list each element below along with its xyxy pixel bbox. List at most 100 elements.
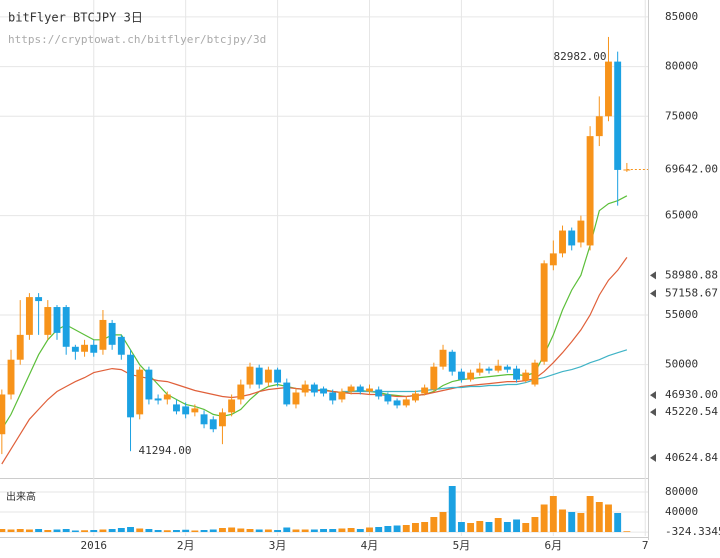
volume-bar xyxy=(476,521,484,532)
candle-body xyxy=(35,297,43,302)
x-tick-label: 5月 xyxy=(453,539,471,552)
grid xyxy=(0,0,648,536)
x-tick-label: 7 xyxy=(642,539,649,552)
price-marker-label: 58980.88 xyxy=(665,268,718,281)
extreme-label: 41294.00 xyxy=(139,444,192,457)
volume-bar xyxy=(568,512,576,532)
y-tick-label: 50000 xyxy=(665,358,698,371)
volume-bar xyxy=(513,519,521,532)
candle-body xyxy=(568,230,576,246)
volume-bar xyxy=(366,527,373,532)
volume-bar xyxy=(191,530,199,532)
volume-bar xyxy=(182,529,190,532)
candle-body xyxy=(513,368,521,380)
volume-bar xyxy=(0,529,6,532)
volume-bar xyxy=(7,529,15,532)
candle-body xyxy=(531,362,539,385)
volume-tick-label: 40000 xyxy=(665,505,698,518)
candle-body xyxy=(476,368,484,373)
volume-bar xyxy=(255,529,263,532)
volume-bar xyxy=(71,530,79,532)
candle-body xyxy=(182,406,190,415)
candle-body xyxy=(209,419,217,430)
volume-bar xyxy=(485,522,493,532)
candles xyxy=(0,36,631,532)
y-tick-label: 85000 xyxy=(665,10,698,23)
volume-tick-label: -324.33456 xyxy=(665,525,720,538)
candle-body xyxy=(540,263,548,362)
candle-body xyxy=(99,319,107,350)
candle-body xyxy=(485,368,493,371)
volume-bar xyxy=(356,529,364,532)
volume-bar xyxy=(540,504,548,532)
volume-bar xyxy=(577,513,585,532)
y-tick-label: 75000 xyxy=(665,109,698,122)
candle-body xyxy=(338,391,346,400)
candle-body xyxy=(320,388,327,394)
volume-bar xyxy=(35,529,43,532)
volume-bar xyxy=(439,512,447,532)
candle-body xyxy=(421,387,429,394)
candle-body xyxy=(218,412,226,427)
volume-bar xyxy=(623,531,631,532)
candle-body xyxy=(228,399,236,413)
candle-body xyxy=(81,344,89,352)
candle-body xyxy=(7,359,15,395)
volume-bar xyxy=(136,528,144,532)
x-tick-label: 2月 xyxy=(177,539,195,552)
volume-bar xyxy=(292,529,300,532)
candle-body xyxy=(356,386,364,392)
candle-body xyxy=(439,349,447,367)
candle-body xyxy=(283,382,291,405)
volume-bar xyxy=(310,529,318,532)
volume-bar xyxy=(99,529,107,532)
x-tick-label: 2016 xyxy=(81,539,108,552)
price-marker xyxy=(650,271,656,280)
candle-body xyxy=(577,220,585,243)
volume-bar xyxy=(329,529,337,532)
volume-bar xyxy=(586,496,594,532)
y-tick-label: 65000 xyxy=(665,209,698,222)
volume-bar xyxy=(264,529,272,532)
volume-bar xyxy=(62,529,70,532)
volume-bar xyxy=(347,528,355,532)
volume-bar xyxy=(16,529,24,532)
volume-bar xyxy=(173,530,180,532)
volume-bar xyxy=(163,530,171,532)
candle-body xyxy=(457,371,465,380)
candle-body xyxy=(200,414,208,425)
volume-bar xyxy=(246,529,254,532)
candle-body xyxy=(448,351,456,372)
volume-bar xyxy=(384,526,392,532)
candle-body xyxy=(605,61,612,117)
volume-bar xyxy=(605,504,612,532)
candle-body xyxy=(62,307,70,347)
price-marker xyxy=(650,391,656,400)
volume-bar xyxy=(338,528,346,532)
chart-title: bitFlyer BTCJPY 3日 xyxy=(8,11,143,25)
candle-body xyxy=(255,367,263,385)
volume-bar xyxy=(595,502,603,532)
candle-body xyxy=(595,116,603,137)
volume-bar xyxy=(228,527,236,532)
volume-bar xyxy=(531,517,539,532)
price-marker xyxy=(650,453,656,462)
candle-body xyxy=(71,346,79,352)
volume-bar xyxy=(145,529,153,532)
candle-body xyxy=(127,354,134,418)
volume-bar xyxy=(127,527,134,532)
x-tick-label: 6月 xyxy=(545,539,563,552)
candle-body xyxy=(467,372,475,380)
candle-body xyxy=(53,307,61,333)
extreme-label: 82982.00 xyxy=(553,50,606,63)
volume-bar xyxy=(522,523,530,532)
volume-bar xyxy=(154,530,162,532)
volume-bar xyxy=(467,523,475,532)
price-marker-label: 40624.84 xyxy=(665,451,718,464)
volume-bar xyxy=(200,530,208,532)
volume-bar xyxy=(494,518,502,532)
candle-body xyxy=(264,369,272,383)
price-marker xyxy=(650,408,656,417)
last-price-label: 69642.00 xyxy=(665,162,718,175)
